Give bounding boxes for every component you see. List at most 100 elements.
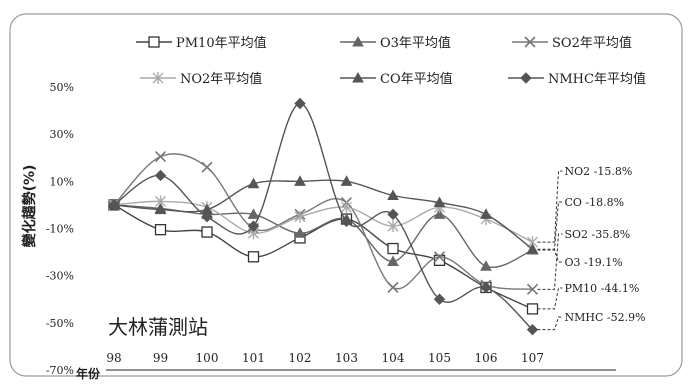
end-label: CO -18.8% — [565, 196, 625, 209]
data-point — [294, 175, 306, 186]
series-4 — [108, 175, 539, 254]
data-point — [154, 224, 167, 236]
data-point — [340, 215, 353, 228]
data-point — [433, 208, 446, 219]
legend-item: O3年平均值 — [340, 35, 451, 51]
legend-marker — [520, 72, 532, 84]
x-tick-label: 105 — [428, 351, 451, 365]
end-label: SO2 -35.8% — [565, 228, 631, 241]
legend-marker — [352, 35, 364, 47]
legend-item: CO年平均值 — [340, 71, 453, 87]
x-tick-label: 100 — [196, 351, 219, 365]
data-point — [247, 220, 260, 232]
legend-label: CO年平均值 — [380, 71, 453, 87]
end-label-leader — [537, 170, 563, 243]
y-axis-label: 變化趨勢(%) — [21, 165, 38, 248]
end-label: NO2 -15.8% — [565, 165, 633, 178]
data-point — [341, 201, 352, 214]
series-line — [113, 153, 533, 290]
series-line — [113, 179, 533, 250]
series-line — [113, 102, 533, 331]
y-tick-label: -10% — [46, 223, 74, 236]
data-point — [387, 242, 399, 255]
data-point — [387, 255, 399, 267]
data-point — [480, 281, 492, 294]
data-point — [247, 177, 260, 189]
x-tick-label: 106 — [475, 351, 498, 365]
data-point — [340, 175, 353, 186]
x-tick-label: 107 — [521, 351, 544, 365]
legend-label: NMHC年平均值 — [548, 71, 646, 87]
data-point — [201, 226, 213, 238]
y-tick-label: -30% — [46, 270, 74, 283]
x-tick-label: 104 — [382, 351, 405, 365]
end-label: NMHC -52.9% — [565, 311, 646, 324]
series-line — [113, 204, 533, 310]
legend-label: SO2年平均值 — [552, 35, 632, 51]
data-point — [154, 169, 167, 182]
legend-label: O3年平均值 — [380, 35, 451, 51]
axis-ticks: 50% 30% 10% -10% -30% -50% -70% 98 99 100 101 102 10… — [46, 81, 544, 377]
legend-item: SO2年平均值 — [512, 35, 632, 51]
series-line — [113, 200, 533, 243]
data-point — [201, 161, 213, 173]
data-point — [433, 254, 446, 266]
legend: PM10年平均值 O3年平均值 SO2年平均值 NO2年平均值 CO年平均值 NMHC年平… — [136, 35, 646, 87]
x-tick-label: 98 — [106, 351, 121, 365]
end-label-leader — [537, 287, 563, 310]
legend-item: NO2年平均值 — [140, 71, 262, 87]
data-point — [387, 189, 399, 200]
legend-item: NMHC年平均值 — [508, 71, 646, 87]
data-point — [387, 281, 399, 294]
data-point — [201, 211, 213, 223]
y-tick-label: 10% — [50, 175, 74, 188]
y-tick-label: -70% — [46, 364, 74, 377]
y-tick-label: 50% — [50, 81, 74, 94]
data-point — [480, 260, 492, 271]
x-tick-label: 101 — [242, 351, 265, 365]
legend-item: PM10年平均值 — [136, 35, 267, 51]
y-tick-label: -50% — [46, 317, 74, 330]
data-point — [108, 199, 120, 211]
end-label-leader — [537, 201, 563, 250]
x-tick-label: 103 — [335, 351, 358, 365]
data-point — [154, 203, 167, 215]
legend-marker — [352, 71, 364, 83]
data-point — [433, 251, 446, 263]
end-labels: PM10 -44.1% O3 -19.1% SO2 -35.8% NO2 -15.8%… — [537, 165, 646, 331]
data-point — [387, 220, 399, 233]
data-point — [526, 243, 539, 254]
data-point — [294, 227, 306, 238]
y-tick-label: 30% — [50, 128, 74, 141]
data-point — [526, 323, 539, 336]
station-title: 大林蒲測站 — [108, 315, 208, 339]
x-tick-label: 99 — [153, 351, 168, 365]
legend-marker — [152, 72, 164, 84]
legend-label: PM10年平均值 — [176, 35, 267, 51]
legend-marker — [524, 36, 536, 48]
data-point — [247, 251, 260, 263]
series-group — [108, 97, 539, 336]
legend-marker — [148, 36, 160, 48]
data-point — [526, 303, 539, 315]
legend-label: NO2年平均值 — [180, 71, 262, 87]
end-label: PM10 -44.1% — [565, 282, 640, 295]
data-point — [433, 293, 446, 305]
chart-frame — [9, 13, 683, 377]
data-point — [294, 97, 306, 110]
end-label: O3 -19.1% — [565, 256, 623, 269]
data-point — [154, 151, 167, 163]
data-point — [247, 208, 260, 219]
x-tick-label: 102 — [289, 351, 312, 365]
series-5 — [108, 97, 539, 336]
data-point — [433, 196, 446, 208]
x-axis-label: 年份 — [76, 366, 101, 381]
data-point — [526, 283, 539, 295]
end-label-leader — [537, 316, 563, 331]
end-label-leader — [537, 249, 563, 263]
data-point — [480, 208, 492, 219]
data-point — [294, 210, 306, 223]
data-point — [387, 208, 399, 221]
